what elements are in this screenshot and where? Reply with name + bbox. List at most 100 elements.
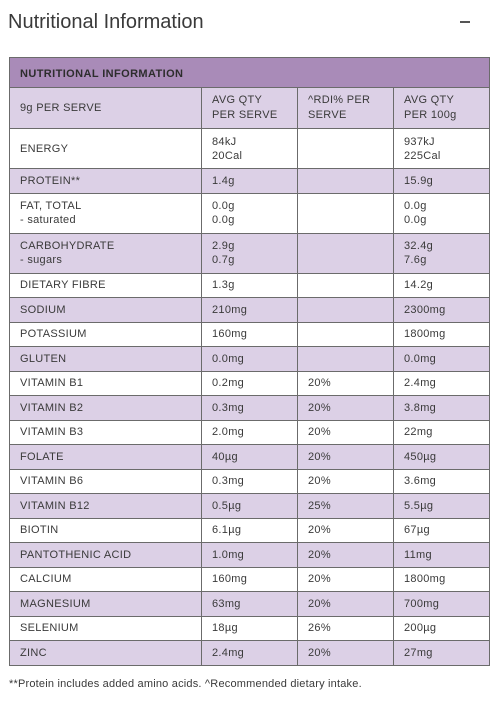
cell-text: 20% (308, 377, 331, 390)
per-serve-cell: 160mg (201, 321, 298, 347)
per-100g-cell: 67µg (392, 517, 491, 543)
cell-text: BIOTIN (20, 524, 59, 537)
table-row: ZINC 2.4mg 20% 27mg (9, 640, 491, 666)
cell-text: 20% (308, 548, 331, 561)
rdi-cell: 20% (297, 640, 394, 666)
nutrient-name-cell: FOLATE (9, 444, 202, 470)
cell-text: ENERGY (20, 142, 69, 155)
nutrient-name-cell: VITAMIN B6 (9, 468, 202, 494)
cell-text: 40µg (212, 450, 238, 463)
rdi-cell: 20% (297, 419, 394, 445)
rdi-cell (297, 346, 394, 372)
cell-text: 200µg (404, 622, 437, 635)
table-row: ENERGY 84kJ 20Cal 937kJ 225Cal (9, 128, 491, 169)
nutrient-name-cell: PANTOTHENIC ACID (9, 542, 202, 568)
table-row: VITAMIN B1 0.2mg 20% 2.4mg (9, 370, 491, 396)
cell-text: 1800mg (404, 328, 446, 341)
per-100g-cell: 0.0mg (392, 346, 491, 372)
collapse-button[interactable] (454, 10, 478, 34)
table-title-row: NUTRITIONAL INFORMATION (8, 57, 491, 88)
column-header-line: AVG QTY (404, 94, 455, 106)
cell-text: 20% (308, 573, 331, 586)
column-header-line: PER 100g (404, 109, 457, 121)
nutrient-name-cell: VITAMIN B12 (9, 493, 202, 519)
per-100g-cell: 937kJ 225Cal (392, 128, 491, 169)
per-100g-cell: 2300mg (392, 297, 491, 323)
cell-text: 2.4mg (404, 377, 437, 390)
per-serve-cell: 160mg (201, 566, 298, 592)
cell-text: 5.5µg (404, 499, 434, 512)
column-header-line: PER SERVE (212, 109, 278, 121)
per-serve-cell: 6.1µg (201, 517, 298, 543)
cell-text: 0.0g (212, 214, 235, 226)
column-header-line: ^RDI% PER (308, 94, 371, 106)
cell-text: 67µg (404, 524, 430, 537)
per-100g-cell: 15.9g (392, 168, 491, 194)
per-serve-cell: 0.3mg (201, 468, 298, 494)
per-serve-cell: 0.0g 0.0g (201, 192, 298, 234)
rdi-cell: 20% (297, 542, 394, 568)
rdi-cell (297, 232, 394, 274)
rdi-cell: 20% (297, 468, 394, 494)
cell-text: 20% (308, 646, 331, 659)
footnote: **Protein includes added amino acids. ^R… (9, 678, 362, 690)
cell-text: SODIUM (20, 303, 66, 316)
cell-text: 160mg (212, 328, 248, 341)
table-row: FAT, TOTAL - saturated 0.0g 0.0g 0.0g 0.0g (9, 192, 491, 234)
rdi-cell: 20% (297, 444, 394, 470)
nutrient-name-cell: SODIUM (9, 297, 202, 323)
cell-text: 26% (308, 622, 331, 635)
per-serve-cell: 40µg (201, 444, 298, 470)
cell-text: 20Cal (212, 149, 243, 162)
nutrient-name-cell: VITAMIN B1 (9, 370, 202, 396)
cell-text: 20% (308, 401, 331, 414)
per-serve-cell: 1.0mg (201, 542, 298, 568)
table-row: MAGNESIUM 63mg 20% 700mg (9, 591, 491, 617)
rdi-cell (297, 192, 394, 234)
cell-text: PROTEIN** (20, 174, 81, 187)
nutrition-table-body: ENERGY 84kJ 20Cal 937kJ 225Cal PROTEIN** 1.4g 1… (9, 128, 491, 666)
cell-text: 3.8mg (404, 401, 437, 414)
per-100g-cell: 2.4mg (392, 370, 491, 396)
per-serve-cell: 1.3g (201, 272, 298, 298)
cell-text: PANTOTHENIC ACID (20, 548, 132, 561)
cell-text: MAGNESIUM (20, 597, 91, 610)
per-serve-cell: 2.4mg (201, 640, 298, 666)
cell-text: 3.6mg (404, 475, 437, 488)
cell-text: GLUTEN (20, 352, 67, 365)
cell-text: FAT, TOTAL (20, 200, 82, 212)
per-100g-cell: 32.4g 7.6g (392, 232, 491, 274)
cell-text: 11mg (404, 548, 432, 561)
rdi-cell: 26% (297, 615, 394, 641)
per-100g-cell: 1800mg (392, 566, 491, 592)
per-serve-cell: 0.5µg (201, 493, 298, 519)
rdi-cell (297, 128, 394, 169)
cell-text: 0.3mg (212, 401, 245, 414)
rdi-cell (297, 168, 394, 194)
cell-text: 0.0mg (404, 352, 437, 365)
per-100g-cell: 5.5µg (392, 493, 491, 519)
rdi-cell: 20% (297, 370, 394, 396)
rdi-cell: 20% (297, 395, 394, 421)
nutrient-name-cell: CARBOHYDRATE - sugars (9, 232, 202, 274)
rdi-cell: 20% (297, 566, 394, 592)
rdi-cell: 20% (297, 517, 394, 543)
cell-text: 2300mg (404, 303, 446, 316)
cell-text: 0.0g (404, 200, 427, 212)
cell-text: 84kJ (212, 135, 237, 148)
cell-text: 937kJ (404, 135, 435, 148)
cell-text: VITAMIN B1 (20, 377, 84, 390)
cell-text: 0.2mg (212, 377, 245, 390)
table-row: CARBOHYDRATE - sugars 2.9g 0.7g 32.4g 7.6g (9, 232, 491, 274)
column-header-rdi-per-serve: ^RDI% PER SERVE (297, 87, 394, 129)
nutrient-name-cell: CALCIUM (9, 566, 202, 592)
rdi-cell (297, 321, 394, 347)
rdi-cell (297, 297, 394, 323)
per-serve-cell: 0.2mg (201, 370, 298, 396)
nutrient-name-cell: FAT, TOTAL - saturated (9, 192, 202, 234)
cell-text: 0.0g (212, 200, 235, 212)
per-serve-cell: 18µg (201, 615, 298, 641)
per-100g-cell: 1800mg (392, 321, 491, 347)
cell-text: VITAMIN B6 (20, 475, 84, 488)
cell-text: 22mg (404, 426, 433, 439)
